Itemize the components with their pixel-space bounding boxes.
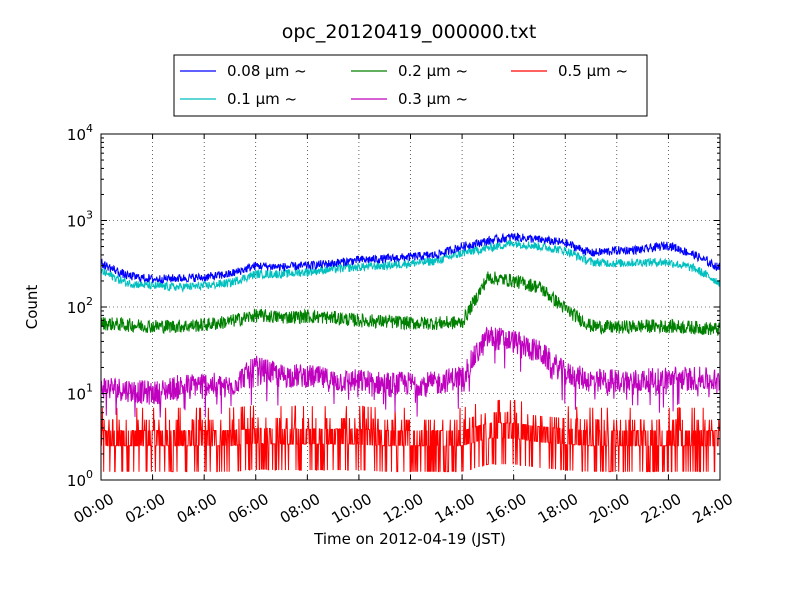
x-axis-label: Time on 2012-04-19 (JST)	[313, 530, 506, 548]
legend: 0.08 μm ~ 0.1 μm ~ 0.2 μm ~ 0.3 μm ~ 0.5 μm …	[173, 54, 648, 117]
x-tick-label: 18:00	[535, 490, 581, 527]
y-tick-label: 100	[67, 468, 93, 490]
legend-label: 0.3 μm ~	[398, 90, 468, 108]
series-line	[101, 233, 720, 283]
x-tick-label: 20:00	[586, 490, 632, 527]
x-tick-label: 08:00	[277, 490, 323, 527]
y-tick-label: 102	[67, 295, 93, 317]
legend-label: 0.1 μm ~	[227, 90, 297, 108]
chart-title: opc_20120419_000000.txt	[282, 21, 537, 43]
x-tick-label: 12:00	[380, 490, 426, 527]
x-tick-label: 24:00	[690, 490, 736, 527]
series-line	[101, 400, 720, 472]
legend-label: 0.5 μm ~	[558, 62, 628, 80]
series-line	[101, 271, 720, 335]
x-tick-label: 06:00	[225, 490, 271, 527]
y-tick-label: 101	[67, 382, 93, 404]
y-axis-label: Count	[23, 285, 41, 330]
x-tick-label: 14:00	[432, 490, 478, 527]
legend-label: 0.2 μm ~	[398, 62, 468, 80]
y-tick-label: 103	[67, 209, 93, 231]
series-line	[101, 327, 720, 418]
legend-label: 0.08 μm ~	[227, 62, 307, 80]
x-tick-label: 04:00	[174, 490, 220, 527]
x-tick-label: 00:00	[71, 490, 117, 527]
series-group	[101, 233, 720, 472]
x-tick-label: 22:00	[638, 490, 684, 527]
x-tick-label: 10:00	[328, 490, 374, 527]
x-tick-label: 02:00	[122, 490, 168, 527]
series-line	[101, 240, 720, 291]
legend-box	[173, 54, 648, 117]
y-tick-label: 104	[67, 122, 93, 144]
x-tick-label: 16:00	[483, 490, 529, 527]
